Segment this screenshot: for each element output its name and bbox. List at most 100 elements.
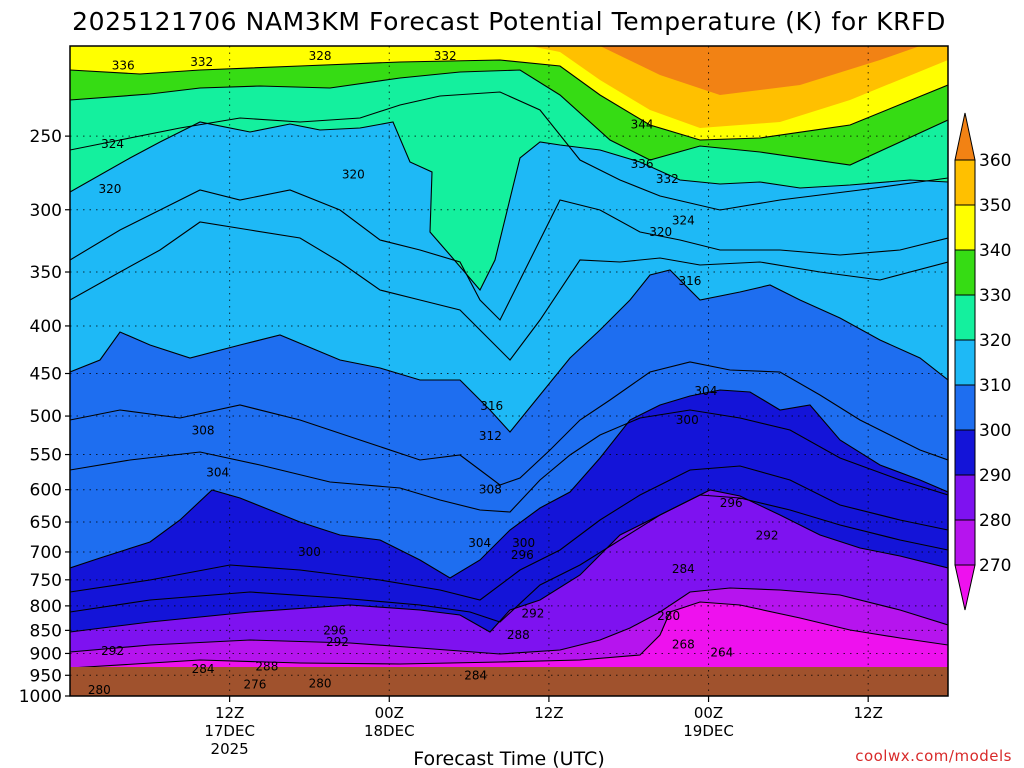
contour-label: 292	[756, 528, 779, 542]
contour-lines	[70, 59, 948, 669]
band-above-360	[600, 46, 920, 95]
grid	[70, 46, 948, 697]
contour-label: 264	[710, 646, 733, 660]
y-tick-label: 800	[30, 597, 62, 617]
contour-label: 308	[479, 483, 502, 497]
y-tick-label: 400	[30, 317, 62, 337]
colorbar-tick-label: 360	[979, 151, 1011, 171]
contour-label: 332	[656, 172, 679, 186]
contour-label: 324	[101, 137, 124, 151]
contour-label: 336	[631, 157, 654, 171]
y-tick-label: 500	[30, 407, 62, 427]
plot-area	[70, 46, 948, 696]
contour-label: 312	[479, 429, 502, 443]
colorbar-swatch	[954, 474, 976, 521]
colorbar-tick-label: 330	[979, 286, 1011, 306]
contour-label: 292	[326, 635, 349, 649]
contour-label: 284	[672, 562, 695, 576]
contour-label: 280	[88, 683, 111, 697]
colorbar-swatch	[954, 519, 976, 566]
chart-title: 2025121706 NAM3KM Forecast Potential Tem…	[72, 7, 946, 36]
colorbar-swatch	[954, 204, 976, 251]
x-axis-label: Forecast Time (UTC)	[413, 748, 604, 768]
contour-label: 296	[720, 496, 743, 510]
colorbar-tick-label: 350	[979, 196, 1011, 216]
colorbar-swatch	[954, 112, 976, 161]
colorbar-swatch	[954, 429, 976, 476]
x-tick-label: 12Z	[853, 704, 882, 722]
contour-label: 332	[190, 55, 213, 69]
colorbar-swatch	[954, 294, 976, 341]
contour-label: 344	[631, 118, 654, 132]
y-tick-label: 300	[30, 201, 62, 221]
x-tick-date: 17DEC	[204, 722, 255, 740]
contour-label: 296	[511, 548, 534, 562]
contour-label: 292	[101, 644, 124, 658]
contour-label: 300	[676, 413, 699, 427]
contour-label: 276	[243, 678, 266, 692]
contour-label: 324	[672, 213, 695, 227]
y-tick-label: 750	[30, 571, 62, 591]
contour-label: 304	[206, 466, 229, 480]
x-tick-label: 12Z	[534, 704, 563, 722]
contour-label: 288	[507, 628, 530, 642]
x-tick-label: 12Z	[215, 704, 244, 722]
contour-labels: 336 332 328 3323243203203443363323203243163…	[88, 49, 779, 697]
ground	[70, 667, 948, 696]
colorbar-swatch	[954, 339, 976, 386]
x-tick-label: 00Z	[694, 704, 723, 722]
contour-label: 320	[342, 168, 365, 182]
y-tick-label: 600	[30, 481, 62, 501]
colorbar: 270 280 290 300 310 320 330 340 350 360	[954, 112, 1011, 611]
colorbar-tick-label: 320	[979, 331, 1011, 351]
contour-label: 296	[323, 623, 346, 637]
contour-label: 316	[678, 274, 701, 288]
y-tick-label: 950	[30, 666, 62, 686]
contour-label: 304	[694, 384, 717, 398]
credit-link[interactable]: coolwx.com/models	[855, 747, 1012, 765]
contour-label: 284	[192, 662, 215, 676]
contour-label: 308	[192, 423, 215, 437]
y-tick-label: 850	[30, 621, 62, 641]
contour-label: 300	[298, 545, 321, 559]
y-tick-label: 450	[30, 365, 62, 385]
x-tick-date: 19DEC	[683, 722, 734, 740]
contour-label: 280	[657, 609, 680, 623]
plot-frame	[69, 45, 949, 697]
x-tick-year: 2025	[211, 740, 249, 758]
contour-label: 316	[480, 399, 503, 413]
contour-label: 320	[98, 182, 121, 196]
contour-label: 336	[112, 59, 135, 73]
colorbar-tick-label: 310	[979, 376, 1011, 396]
contour-label: 280	[309, 677, 332, 691]
contour-label: 284	[464, 668, 487, 682]
colorbar-swatch	[954, 159, 976, 206]
contour-label: 268	[672, 637, 695, 651]
contour-label: 328	[309, 49, 332, 63]
contour-label: 332	[434, 49, 457, 63]
colorbar-tick-label: 280	[979, 511, 1011, 531]
colorbar-tick-label: 290	[979, 466, 1011, 486]
contour-label: 288	[255, 660, 278, 674]
y-tick-label: 350	[30, 263, 62, 283]
y-tick-label: 650	[30, 513, 62, 533]
colorbar-tick-label: 340	[979, 241, 1011, 261]
y-axis: 250 300 350 400 450 500 550 600 650 700 750 800 850 9…	[19, 127, 70, 707]
y-tick-label: 550	[30, 446, 62, 466]
contour-label: 300	[512, 536, 535, 550]
y-tick-label: 250	[30, 127, 62, 147]
contour-label: 292	[521, 606, 544, 620]
colorbar-tick-label: 270	[979, 556, 1011, 576]
y-tick-label: 1000	[19, 687, 62, 707]
y-tick-label: 700	[30, 543, 62, 563]
colorbar-swatch	[954, 249, 976, 296]
contour-label: 304	[468, 536, 491, 550]
colorbar-swatch	[954, 384, 976, 431]
x-tick-date: 18DEC	[364, 722, 415, 740]
y-tick-label: 900	[30, 644, 62, 664]
contour-label: 320	[649, 225, 672, 239]
colorbar-tick-label: 300	[979, 421, 1011, 441]
x-tick-label: 00Z	[375, 704, 404, 722]
